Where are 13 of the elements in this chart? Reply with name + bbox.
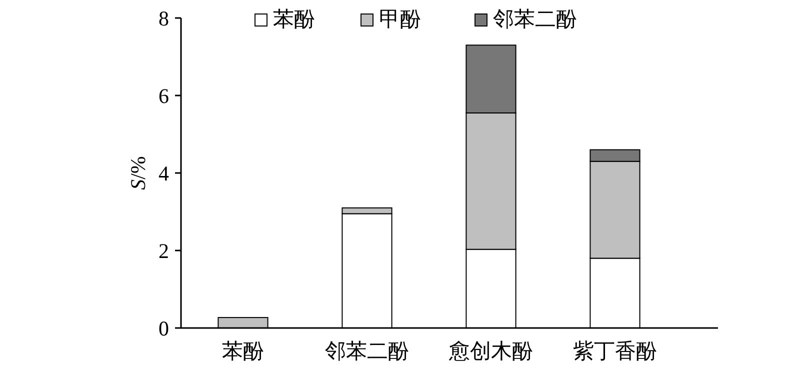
y-tick-label: 4 <box>158 161 170 186</box>
y-tick-label: 0 <box>158 316 169 340</box>
x-tick-label: 紫丁香酚 <box>573 339 657 363</box>
x-tick-label: 愈创木酚 <box>448 339 533 363</box>
x-tick-label: 苯酚 <box>222 339 264 363</box>
x-tick-label: 邻苯二酚 <box>325 339 409 363</box>
y-tick-label: 8 <box>158 6 169 30</box>
legend-label: 苯酚 <box>273 7 315 31</box>
legend-label: 甲酚 <box>379 7 421 31</box>
y-tick-label: 6 <box>158 84 169 108</box>
y-axis-title: S/% <box>126 156 150 190</box>
y-tick-label: 2 <box>158 238 169 263</box>
legend-label: 邻苯二酚 <box>493 7 577 31</box>
